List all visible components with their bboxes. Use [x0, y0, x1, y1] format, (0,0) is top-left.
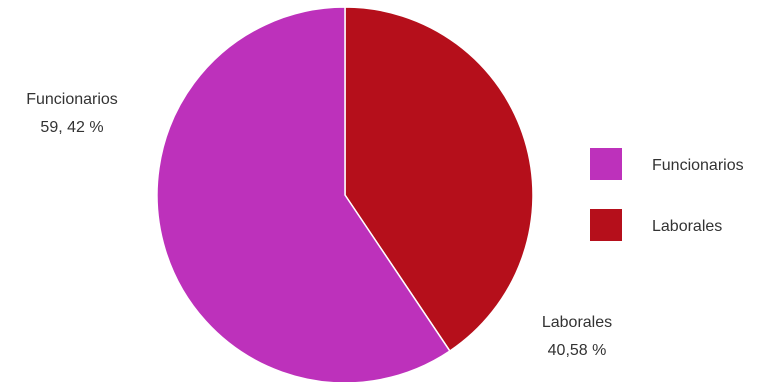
- legend-swatch-laborales: [590, 209, 622, 241]
- legend-label-laborales: Laborales: [652, 218, 722, 235]
- slice-label-laborales-value: 40,58 %: [548, 342, 607, 359]
- legend-label-funcionarios: Funcionarios: [652, 157, 744, 174]
- legend-swatch-funcionarios: [590, 148, 622, 180]
- slice-label-funcionarios: Funcionarios 59, 42 %: [26, 91, 118, 136]
- slice-label-laborales-name: Laborales: [542, 314, 612, 331]
- legend: Funcionarios Laborales: [590, 148, 744, 241]
- slice-label-funcionarios-value: 59, 42 %: [40, 119, 103, 136]
- pie-slice-laborales: [344, 6, 534, 353]
- slice-label-laborales: Laborales 40,58 %: [542, 314, 612, 359]
- pie-slice-funcionarios: [156, 6, 451, 382]
- slice-label-funcionarios-name: Funcionarios: [26, 91, 118, 108]
- pie-slices: [156, 6, 534, 382]
